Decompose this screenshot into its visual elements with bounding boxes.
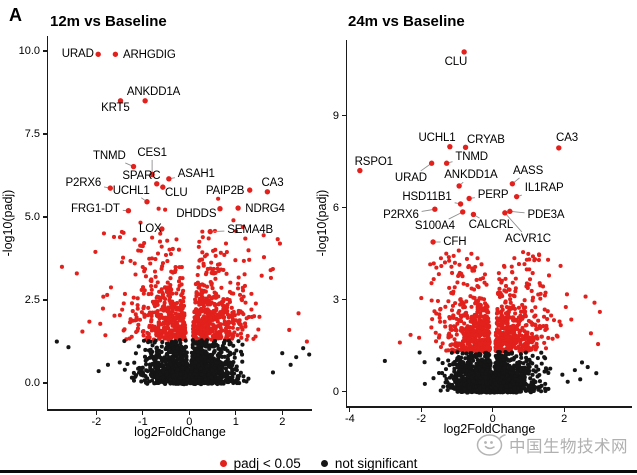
gene-label-IL1RAP: IL1RAP [524, 182, 564, 195]
gene-label-RSPO1: RSPO1 [354, 156, 393, 168]
gene-label-URAD: URAD [394, 171, 427, 184]
gene-label-ARHGDIG: ARHGDIG [123, 48, 176, 61]
y-tick-mark [42, 299, 47, 301]
gene-label-PERP: PERP [477, 189, 509, 202]
x-tick-label: 0 [186, 416, 193, 428]
legend-item-significant: padj < 0.05 [219, 455, 301, 471]
y-tick-label: 0.0 [24, 377, 40, 390]
gene-label-P2RX6: P2RX6 [383, 209, 419, 222]
y-tick-label: 3 [332, 293, 339, 306]
y-tick-mark [341, 207, 346, 209]
legend-label-significant: padj < 0.05 [233, 455, 301, 471]
y-tick-mark [42, 216, 47, 218]
gene-label-S100A4: S100A4 [414, 220, 455, 233]
y-tick-label: 2.5 [24, 294, 40, 307]
x-tick-label: -2 [416, 413, 427, 425]
gene-label-HSD11B1: HSD11B1 [402, 190, 452, 203]
scatter-points-canvas [48, 36, 312, 409]
gene-label-ASAH1: ASAH1 [177, 167, 215, 180]
gene-label-P2RX6: P2RX6 [65, 176, 102, 189]
y-tick-label: 9 [332, 109, 339, 122]
y-tick-mark [341, 115, 346, 117]
y-tick-mark [42, 382, 47, 384]
x-axis-line [345, 406, 632, 408]
gene-label-CRYAB: CRYAB [467, 133, 505, 146]
x-tick-label: 2 [279, 416, 286, 428]
red-dot-icon [219, 459, 227, 467]
gene-label-UCHL1: UCHL1 [418, 132, 456, 145]
gene-label-AASS: AASS [513, 164, 544, 177]
gene-label-DHDDS: DHDDS [176, 207, 217, 220]
x-tick-label: 2 [561, 413, 568, 425]
gene-label-CALCRL: CALCRL [468, 219, 514, 232]
gene-label-CES1: CES1 [137, 146, 167, 159]
y-axis-line [46, 36, 48, 411]
x-tick-mark [281, 410, 283, 415]
x-tick-mark [235, 410, 237, 415]
x-axis-title: log2FoldChange [443, 422, 536, 436]
legend-item-not-significant: not significant [320, 455, 418, 471]
gene-label-URAD: URAD [61, 47, 94, 60]
gene-label-SEMA4B: SEMA4B [227, 223, 274, 236]
x-tick-mark [563, 407, 565, 412]
gene-label-PAIP2B: PAIP2B [205, 184, 245, 197]
x-tick-label: -2 [91, 416, 102, 428]
x-tick-label: -1 [137, 416, 148, 428]
x-tick-label: 0 [489, 413, 496, 425]
gene-label-NDRG4: NDRG4 [245, 202, 285, 215]
plot-title-24m: 24m vs Baseline [348, 13, 465, 30]
x-tick-label: -4 [344, 413, 355, 425]
gene-label-TNMD: TNMD [455, 150, 488, 163]
plot-title-12m: 12m vs Baseline [50, 13, 167, 30]
bottom-divider-line [0, 470, 637, 473]
gene-label-CFH: CFH [443, 236, 467, 248]
y-tick-mark [42, 133, 47, 135]
gene-label-UCHL1: UCHL1 [112, 184, 150, 197]
y-tick-label: 5.0 [24, 211, 40, 224]
x-axis-line [46, 409, 312, 411]
x-tick-mark [492, 407, 494, 412]
gene-label-KRT5: KRT5 [101, 101, 130, 114]
gene-label-ACVR1C: ACVR1C [505, 232, 551, 245]
gene-label-ANKDD1A: ANKDD1A [126, 85, 181, 98]
x-axis-title: log2FoldChange [134, 425, 226, 439]
gene-label-SPARC: SPARC [122, 169, 161, 182]
x-tick-label: 1 [232, 416, 239, 428]
legend-label-not-significant: not significant [334, 455, 418, 471]
x-tick-mark [420, 407, 422, 412]
gene-label-PDE3A: PDE3A [527, 209, 565, 222]
gene-label-CLU: CLU [165, 186, 188, 199]
gene-label-FRG1-DT: FRG1-DT [71, 202, 120, 215]
y-axis-title: -log10(padj) [315, 189, 329, 257]
gene-label-CA3: CA3 [261, 176, 284, 189]
y-tick-label: 6 [332, 201, 339, 214]
y-tick-mark [341, 390, 346, 393]
gene-label-ANKDD1A: ANKDD1A [444, 169, 498, 182]
y-tick-mark [42, 50, 47, 52]
scatter-points-canvas [347, 40, 632, 406]
x-tick-mark [188, 410, 190, 415]
black-dot-icon [320, 459, 328, 467]
gene-label-CA3: CA3 [556, 132, 578, 145]
x-tick-mark [142, 410, 144, 415]
x-tick-mark [349, 407, 351, 412]
gene-label-CLU: CLU [444, 56, 468, 69]
y-tick-label: 7.5 [24, 127, 40, 140]
y-tick-mark [341, 299, 346, 301]
y-tick-label: 0 [332, 385, 339, 398]
gene-label-TNMD: TNMD [93, 149, 126, 162]
y-axis-line [345, 40, 347, 408]
panel-label-A: A [9, 5, 22, 25]
legend: padj < 0.05 not significant [0, 454, 637, 472]
y-tick-label: 10.0 [18, 44, 40, 57]
x-tick-mark [95, 410, 97, 415]
gene-label-LOX: LOX [138, 222, 162, 235]
